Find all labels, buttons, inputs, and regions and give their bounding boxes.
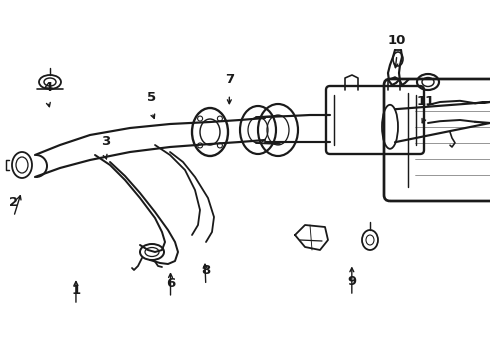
Text: 9: 9 [347,275,356,288]
Text: 4: 4 [44,81,52,94]
Text: 5: 5 [147,91,156,104]
Text: 8: 8 [201,264,210,277]
Text: 10: 10 [388,34,406,47]
Text: 3: 3 [101,135,110,148]
Text: 11: 11 [416,95,435,108]
Text: 2: 2 [9,196,18,209]
Text: 1: 1 [72,284,80,297]
Text: 6: 6 [166,277,175,290]
Text: 7: 7 [225,73,234,86]
